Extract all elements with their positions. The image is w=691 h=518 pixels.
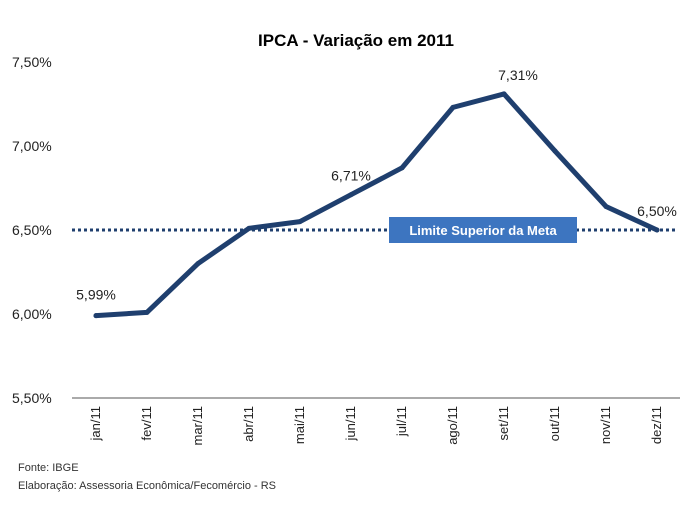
x-tick-label: ago/11 xyxy=(445,406,460,445)
y-tick-label: 5,50% xyxy=(12,390,52,406)
y-tick-label: 6,00% xyxy=(12,306,52,322)
data-point xyxy=(246,225,252,231)
data-point xyxy=(501,91,507,97)
data-point xyxy=(195,261,201,267)
x-tick-label: jan/11 xyxy=(88,406,103,441)
data-label: 6,71% xyxy=(331,168,371,184)
x-tick-label: set/11 xyxy=(496,406,511,440)
x-tick-label: fev/11 xyxy=(139,406,154,440)
y-tick-label: 6,50% xyxy=(12,222,52,238)
series-line xyxy=(93,91,660,319)
data-labels-group: 5,99% 6,71% 7,31% 6,50% xyxy=(76,67,677,303)
data-point xyxy=(297,219,303,225)
y-tick-label: 7,50% xyxy=(12,54,52,70)
reference-line-group: Limite Superior da Meta xyxy=(72,217,678,243)
data-point xyxy=(348,192,354,198)
x-tick-label: nov/11 xyxy=(598,406,613,444)
reference-label: Limite Superior da Meta xyxy=(409,223,557,238)
x-tick-label: out/11 xyxy=(547,406,562,441)
data-point xyxy=(603,203,609,209)
data-point xyxy=(144,309,150,315)
x-tick-label: mar/11 xyxy=(190,406,205,446)
data-point xyxy=(552,148,558,154)
data-point xyxy=(93,313,99,319)
data-point xyxy=(399,165,405,171)
y-tick-label: 7,00% xyxy=(12,138,52,154)
footer-credit: Elaboração: Assessoria Econômica/Fecomér… xyxy=(18,480,276,492)
chart-title: IPCA - Variação em 2011 xyxy=(258,31,454,50)
x-tick-label: dez/11 xyxy=(649,406,664,444)
x-tick-label: abr/11 xyxy=(241,406,256,442)
data-point xyxy=(654,227,660,233)
data-label: 6,50% xyxy=(637,203,677,219)
x-tick-label: jun/11 xyxy=(343,406,358,441)
reference-label-box xyxy=(389,217,577,243)
footer-source: Fonte: IBGE xyxy=(18,462,79,474)
axes: 5,50% 6,00% 6,50% 7,00% 7,50% jan/11 fev/11 mar… xyxy=(12,54,680,446)
data-label: 7,31% xyxy=(498,67,538,83)
x-tick-label: jul/11 xyxy=(394,406,409,437)
data-label: 5,99% xyxy=(76,287,116,303)
series-group xyxy=(93,91,660,319)
data-point xyxy=(450,104,456,110)
x-tick-label: mai/11 xyxy=(292,406,307,444)
